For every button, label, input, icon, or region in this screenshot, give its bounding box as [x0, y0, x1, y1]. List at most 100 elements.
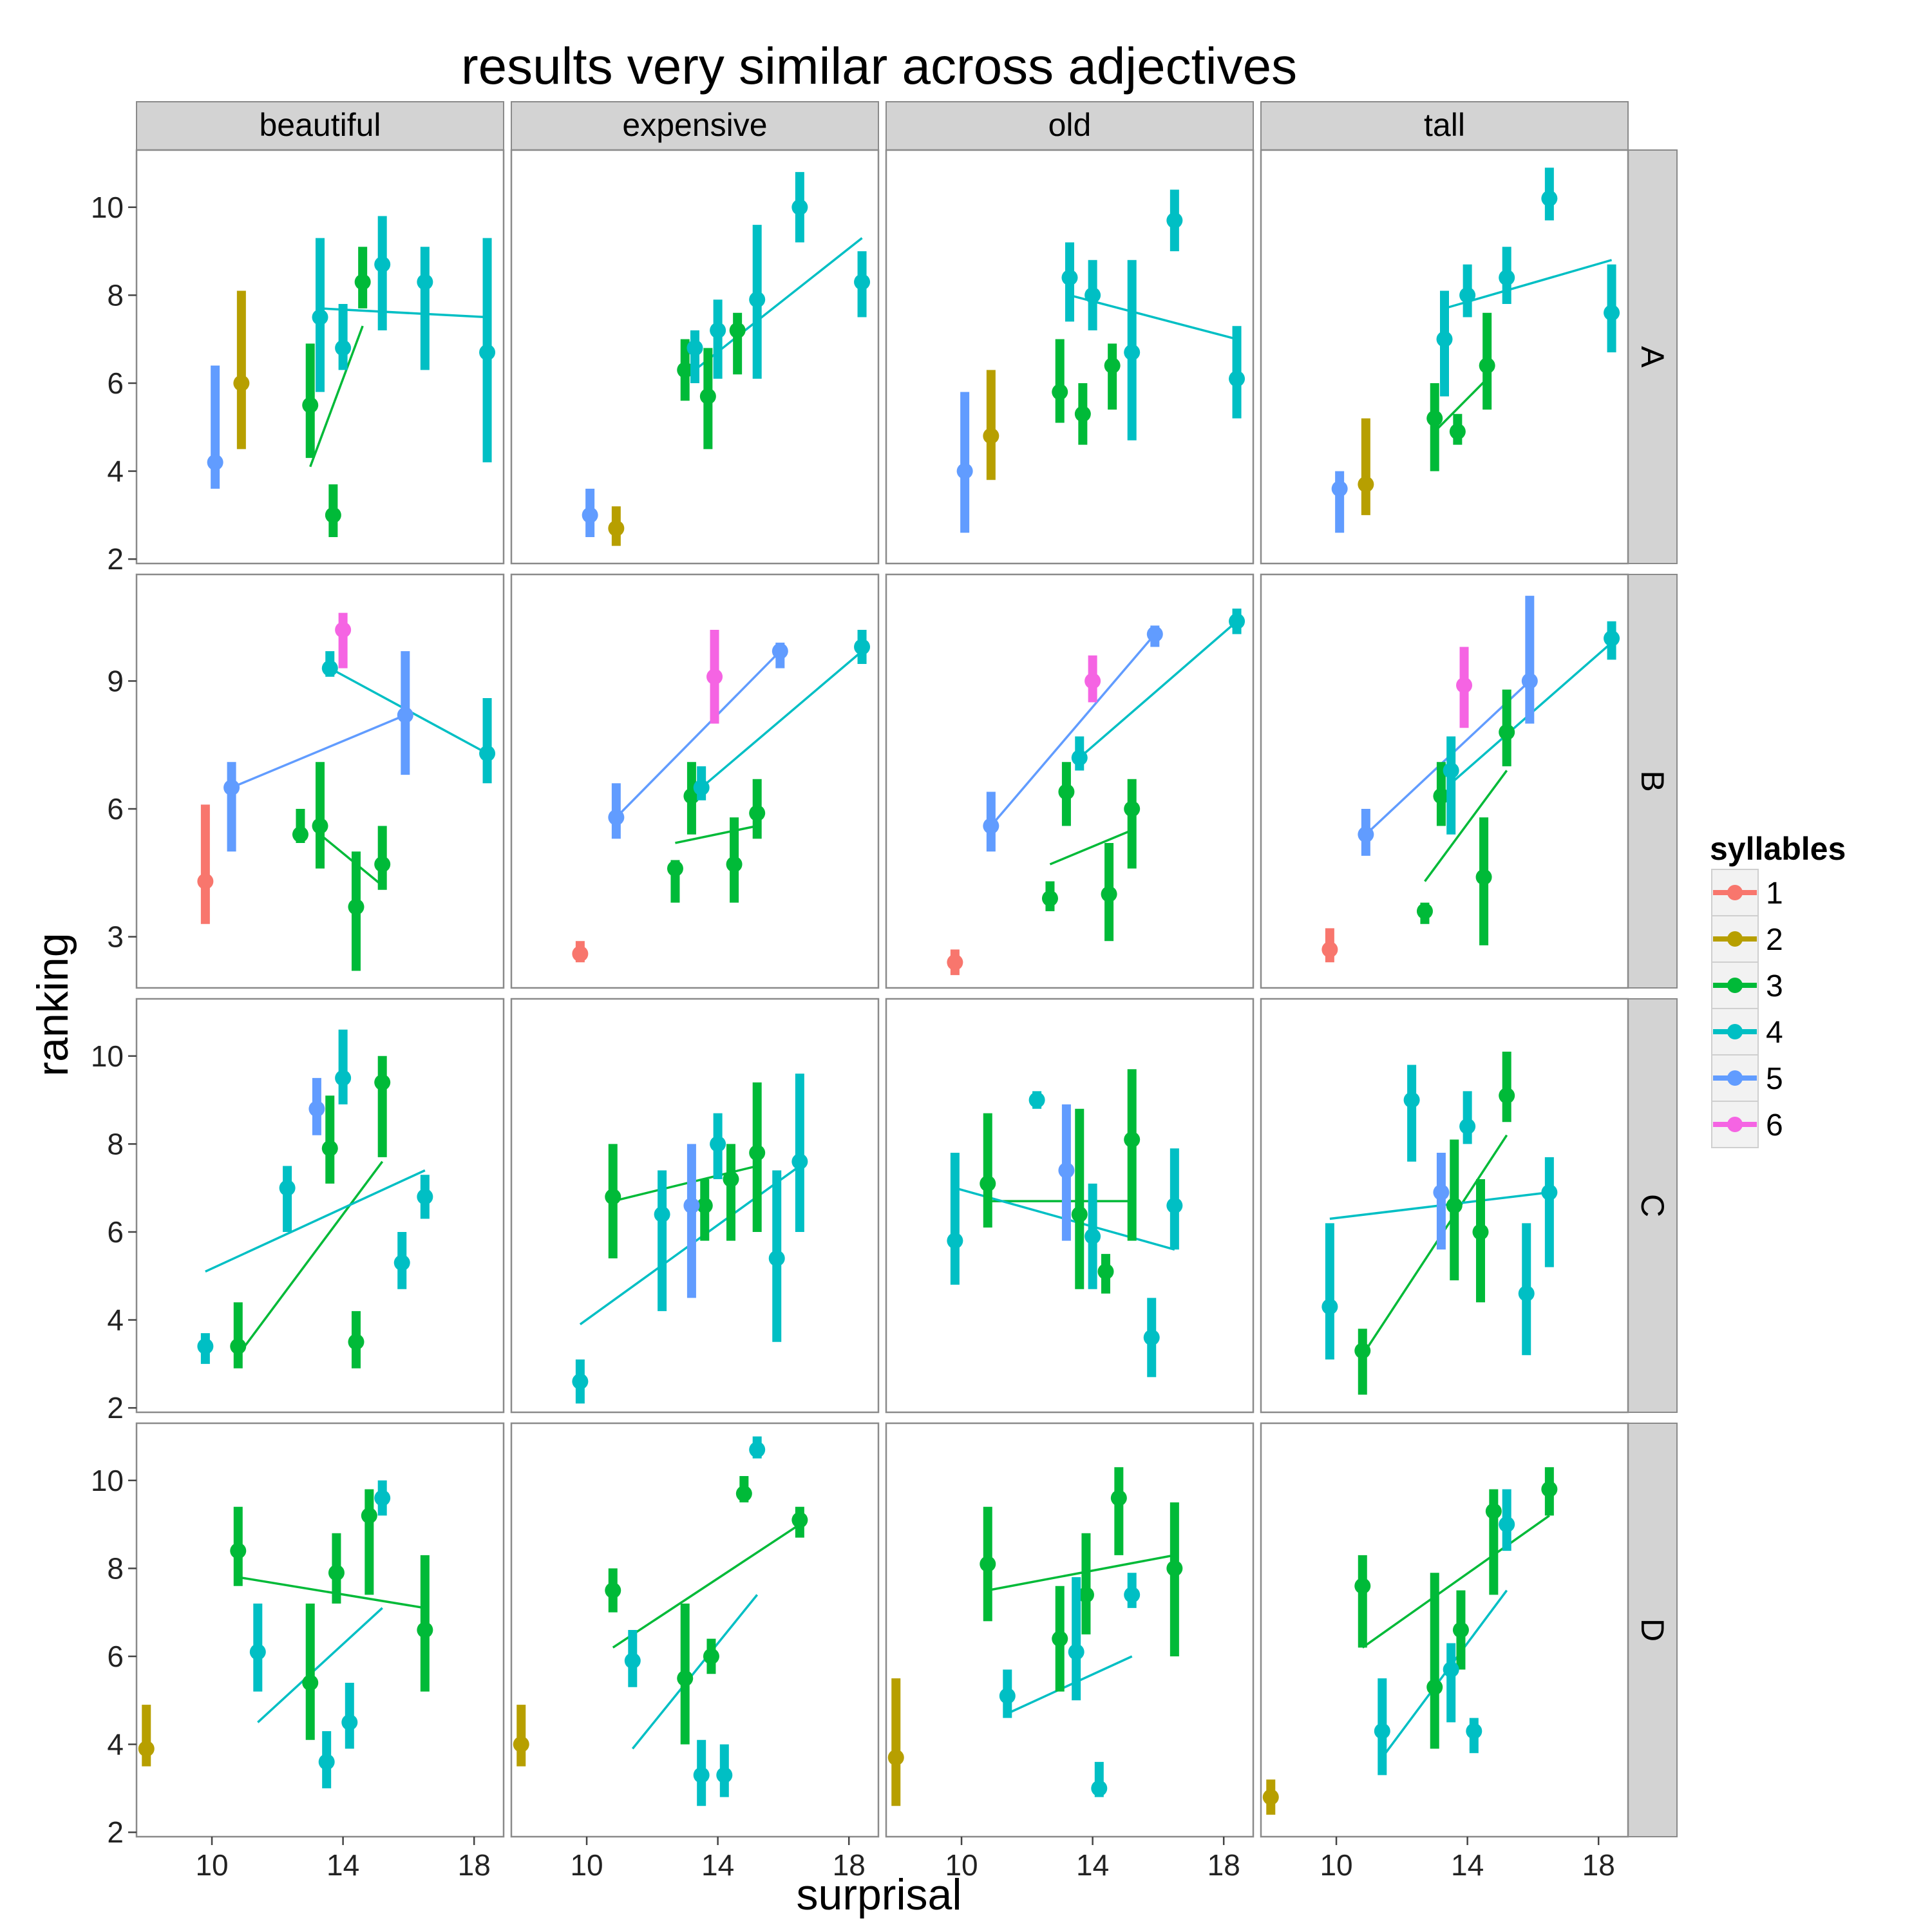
data-point — [1166, 1560, 1183, 1577]
data-point — [1449, 423, 1466, 440]
data-point — [249, 1643, 266, 1660]
data-point — [302, 397, 319, 413]
panel-C-tall — [1260, 998, 1629, 1414]
data-point — [1354, 1578, 1371, 1595]
data-point — [1262, 1789, 1279, 1806]
trend-line — [1079, 620, 1238, 759]
row-strip-label: D — [1634, 1618, 1671, 1642]
data-point — [772, 643, 788, 659]
x-tick-label: 14 — [327, 1848, 359, 1882]
y-tick-label: 4 — [107, 455, 124, 488]
data-point — [230, 1542, 247, 1559]
row-strip-C — [1627, 998, 1678, 1413]
y-tick-label: 4 — [107, 1303, 124, 1337]
data-point — [1071, 1206, 1088, 1223]
legend: syllables 1 2 3 4 5 6 — [1710, 831, 1846, 1148]
data-point — [417, 274, 433, 290]
data-point — [1077, 1586, 1094, 1603]
row-strip-B — [1627, 574, 1678, 989]
data-point — [1541, 190, 1558, 207]
trend-line — [1007, 1655, 1133, 1715]
legend-label: 5 — [1766, 1062, 1783, 1096]
data-point — [374, 1074, 391, 1091]
legend-item-2: 2 — [1711, 915, 1783, 963]
chart-title: results very similar across adjectives — [461, 37, 1297, 95]
x-tick-label: 10 — [570, 1848, 603, 1882]
data-point — [321, 1140, 338, 1157]
trend-line — [990, 633, 1156, 827]
data-point — [677, 1670, 694, 1687]
panel-A-old — [885, 149, 1255, 565]
legend-key-point — [1727, 1117, 1743, 1132]
data-point — [1436, 331, 1453, 348]
data-point — [207, 454, 223, 471]
data-point — [887, 1749, 904, 1766]
trend-line — [238, 1576, 426, 1609]
legend-label: 2 — [1766, 923, 1783, 957]
data-point — [749, 1144, 766, 1161]
data-point — [1229, 613, 1245, 630]
data-point — [1084, 287, 1101, 303]
data-point — [723, 1171, 739, 1188]
data-point — [397, 706, 413, 723]
data-point — [197, 873, 214, 890]
y-tick-label: 3 — [107, 920, 124, 954]
data-point — [1124, 1132, 1141, 1148]
data-point — [1604, 630, 1620, 647]
panel-frame — [135, 998, 505, 1414]
y-tick-label: 8 — [107, 1551, 124, 1585]
row-strip-A — [1627, 149, 1678, 564]
column-strip-expensive — [511, 101, 879, 151]
x-tick-label: 18 — [1208, 1848, 1240, 1882]
data-point — [1084, 1228, 1101, 1245]
data-point — [572, 1373, 589, 1390]
data-point — [354, 274, 371, 290]
trend-line — [231, 714, 406, 789]
data-point — [667, 860, 683, 877]
data-point — [1166, 1197, 1183, 1214]
data-point — [1541, 1481, 1558, 1497]
data-point — [854, 639, 871, 656]
data-point — [1358, 476, 1374, 493]
data-point — [1416, 903, 1433, 920]
trend-line — [694, 237, 863, 371]
data-point — [1058, 784, 1075, 800]
data-point — [749, 291, 766, 308]
data-point — [479, 745, 496, 762]
data-point — [1354, 1342, 1371, 1359]
data-point — [749, 1441, 766, 1458]
x-tick-label: 14 — [1076, 1848, 1109, 1882]
x-tick-label: 10 — [1320, 1848, 1352, 1882]
x-tick-label: 10 — [945, 1848, 978, 1882]
data-point — [1143, 1329, 1160, 1346]
data-point — [223, 779, 240, 796]
data-point — [328, 1564, 345, 1581]
panel-D-expensive — [510, 1422, 880, 1838]
y-tick-label: 6 — [107, 366, 124, 400]
trend-line — [1361, 1134, 1508, 1356]
panel-C-expensive — [510, 998, 880, 1414]
y-axis-label: ranking — [28, 933, 77, 1076]
data-point — [572, 945, 589, 962]
data-point — [292, 826, 308, 843]
data-point — [348, 1334, 365, 1350]
data-point — [1321, 941, 1338, 958]
panel-A-beautiful — [135, 149, 505, 565]
trend-line — [205, 1169, 426, 1273]
data-point — [710, 322, 726, 339]
legend-label: 4 — [1766, 1016, 1783, 1050]
trend-line — [675, 824, 758, 844]
data-point — [1541, 1184, 1558, 1201]
trend-line — [319, 833, 383, 887]
legend-label: 1 — [1766, 876, 1783, 911]
panel-B-expensive — [510, 573, 880, 989]
legend-item-6: 6 — [1711, 1101, 1783, 1148]
x-tick-label: 18 — [1582, 1848, 1615, 1882]
data-point — [341, 1714, 358, 1730]
data-point — [325, 507, 341, 524]
data-point — [1499, 1516, 1515, 1533]
data-point — [1084, 672, 1101, 689]
data-point — [729, 322, 746, 339]
panel-B-old — [885, 573, 1255, 989]
